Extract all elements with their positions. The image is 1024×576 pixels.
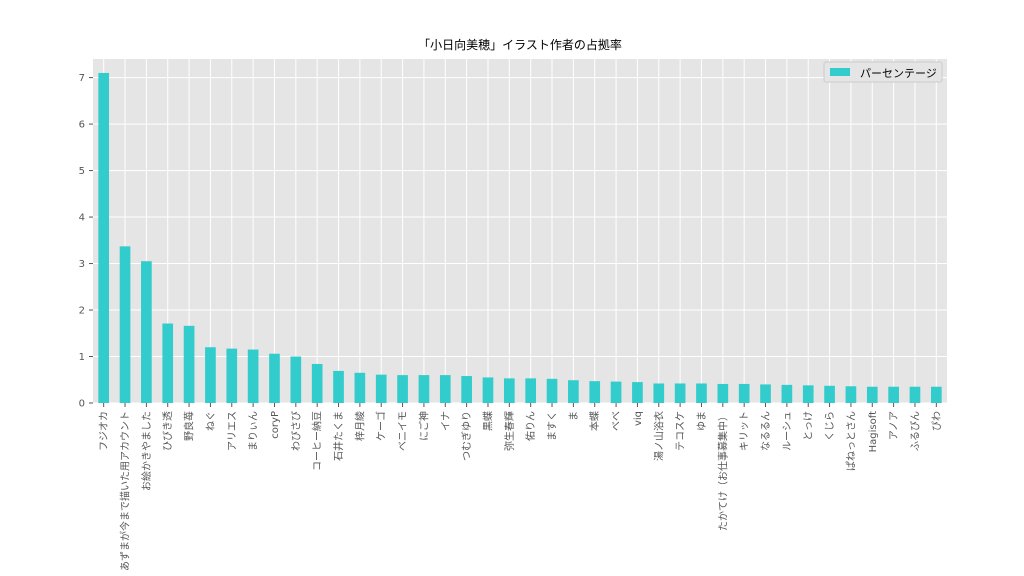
bar bbox=[824, 385, 835, 403]
y-tick-label: 3 bbox=[79, 259, 85, 270]
bar bbox=[482, 377, 494, 403]
bar bbox=[781, 384, 793, 403]
bar bbox=[760, 384, 771, 403]
legend-box bbox=[823, 61, 943, 83]
x-tick-label: ケーゴ bbox=[375, 411, 388, 441]
bar bbox=[397, 375, 408, 403]
x-tick-label: くじら bbox=[824, 411, 836, 441]
y-tick-label: 0 bbox=[79, 399, 85, 410]
bar bbox=[183, 325, 195, 403]
x-tick-label: 黒蝶 bbox=[481, 411, 494, 431]
x-tick-label: テコスケ bbox=[675, 411, 687, 451]
x-tick-label: ま bbox=[568, 411, 580, 421]
bar bbox=[354, 372, 366, 403]
bar bbox=[439, 375, 451, 403]
bar bbox=[205, 347, 216, 403]
bar bbox=[525, 378, 537, 403]
plot-area bbox=[93, 59, 947, 403]
grid-lines bbox=[93, 59, 947, 404]
x-tick-label: イナ bbox=[440, 411, 452, 431]
x-tick-label: coryP bbox=[270, 411, 281, 439]
bar bbox=[866, 386, 878, 403]
y-tick-label: 4 bbox=[79, 213, 85, 224]
bar bbox=[653, 383, 665, 403]
bar bbox=[568, 380, 579, 403]
x-tick-label: 湯ノ山浴衣 bbox=[652, 411, 665, 461]
y-tick-label: 5 bbox=[79, 166, 85, 177]
x-tick-label: あずまが今まで描いた用アカウント bbox=[119, 411, 132, 571]
x-tick-label: ますく bbox=[547, 411, 559, 441]
x-tick-label: ひびき透 bbox=[162, 411, 174, 451]
x-tick-label: フジオカ bbox=[98, 411, 110, 451]
y-axis: 0 1 2 3 4 5 6 7 bbox=[79, 73, 93, 410]
y-tick-label: 1 bbox=[79, 352, 85, 363]
bar bbox=[333, 370, 344, 403]
x-tick-label: にご神 bbox=[417, 411, 430, 441]
bar bbox=[696, 383, 707, 403]
bar bbox=[589, 381, 601, 403]
legend: パーセンテージ bbox=[823, 61, 943, 83]
x-tick-label: Hagisoft bbox=[868, 411, 879, 452]
x-tick-label: ぴわ bbox=[931, 411, 943, 431]
x-tick-label: お絵かきやました bbox=[140, 411, 153, 491]
bars bbox=[98, 72, 942, 403]
x-tick-label: キリット bbox=[740, 411, 751, 451]
legend-swatch bbox=[830, 68, 850, 76]
y-tick-label: 6 bbox=[79, 120, 85, 131]
x-tick-label: とっけ bbox=[803, 411, 815, 441]
x-tick-label: ねぐ bbox=[205, 411, 217, 431]
bar bbox=[119, 246, 131, 403]
bar bbox=[226, 348, 238, 403]
bar bbox=[98, 72, 110, 403]
x-tick-label: わびさび bbox=[290, 411, 302, 451]
x-tick-label: 石井たくま bbox=[332, 411, 345, 461]
x-tick-label: ベニイモ bbox=[397, 411, 409, 451]
bar bbox=[461, 376, 472, 403]
bar bbox=[888, 386, 899, 403]
x-tick-label: 弥生春輝 bbox=[503, 411, 516, 451]
bar bbox=[311, 363, 323, 403]
bar bbox=[674, 383, 686, 403]
bar bbox=[930, 386, 942, 403]
x-tick-label: 本蝶 bbox=[588, 411, 601, 431]
x-tick-label: 梓月綾 bbox=[353, 411, 366, 441]
bar bbox=[503, 378, 515, 403]
x-tick-label: べべ bbox=[612, 411, 623, 431]
x-tick-label: まりぃん bbox=[248, 411, 260, 451]
bar bbox=[269, 353, 280, 403]
bar bbox=[610, 381, 622, 403]
x-tick-label: なるるん bbox=[760, 411, 772, 451]
x-tick-label: アノア bbox=[889, 411, 900, 440]
x-tick-label: ゆま bbox=[696, 411, 708, 431]
x-tick-label: viq bbox=[633, 411, 644, 426]
bar bbox=[290, 356, 302, 403]
bar bbox=[845, 386, 857, 403]
x-tick-label: ルーシュ bbox=[782, 411, 793, 451]
bar bbox=[909, 386, 921, 403]
bar bbox=[162, 323, 174, 403]
bar bbox=[802, 385, 814, 403]
bar bbox=[141, 261, 152, 403]
y-tick-label: 7 bbox=[79, 73, 85, 84]
x-tick-label: つむぎゆり bbox=[460, 411, 473, 461]
y-tick-label: 2 bbox=[79, 306, 85, 317]
legend-label: パーセンテージ bbox=[860, 67, 937, 80]
x-tick-label: アリエス bbox=[227, 411, 238, 451]
x-tick-label: ふるぴん bbox=[909, 411, 921, 451]
x-tick-label: 佑りん bbox=[524, 411, 537, 441]
x-axis: フジオカ あずまが今まで描いた用アカウント お絵かきやました ひびき透 野良苺 ねぐ アリエ… bbox=[98, 403, 943, 571]
x-tick-label: ぱねっとさん bbox=[845, 411, 857, 471]
bar bbox=[247, 349, 259, 403]
bar bbox=[546, 378, 558, 403]
chart-title: 「小日向美穂」イラスト作者の占拠率 bbox=[418, 37, 622, 52]
x-tick-label: たかてけ（お仕事募集中） bbox=[716, 411, 729, 531]
bar bbox=[717, 383, 729, 403]
x-tick-label: コーヒー納豆 bbox=[311, 411, 324, 471]
bar bbox=[632, 382, 643, 403]
x-tick-label: 野良苺 bbox=[183, 411, 196, 441]
bar bbox=[738, 383, 750, 403]
bar bbox=[375, 374, 387, 403]
bar bbox=[418, 375, 430, 403]
